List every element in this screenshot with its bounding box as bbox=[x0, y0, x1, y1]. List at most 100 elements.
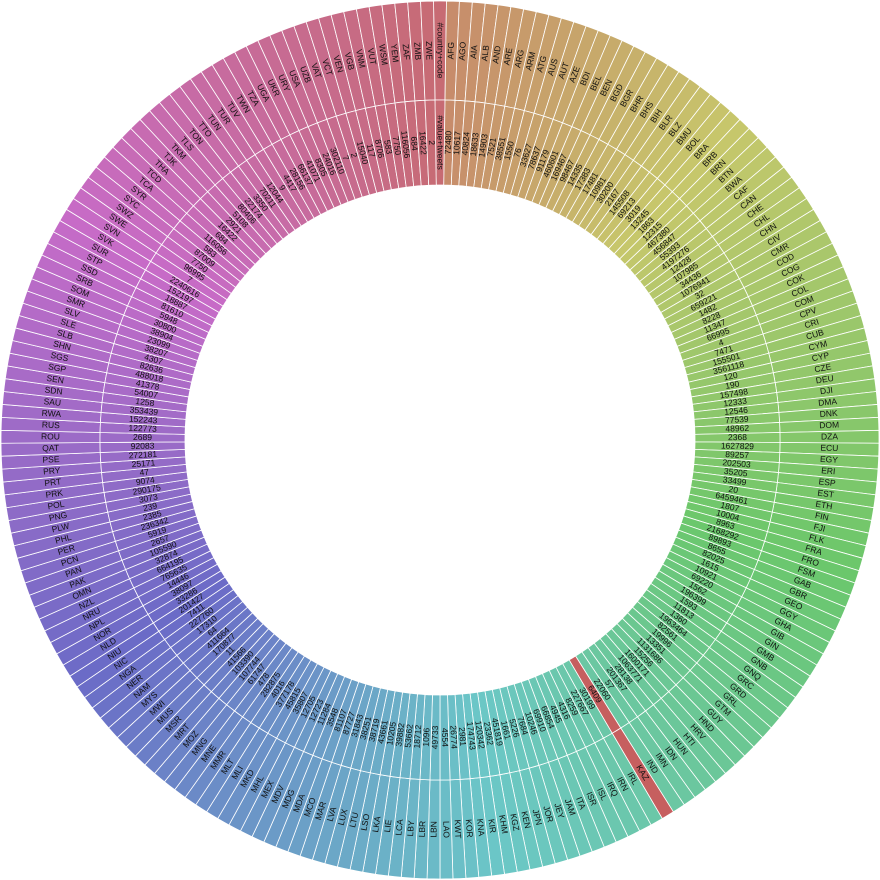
category-label: DJI bbox=[819, 385, 833, 397]
category-label: AGO bbox=[457, 41, 468, 61]
value-label: 20 bbox=[728, 484, 739, 495]
header-inner-label: #value+tweets bbox=[436, 115, 446, 170]
category-label: AUS bbox=[545, 57, 560, 77]
category-label: KWT bbox=[453, 819, 464, 838]
category-label: ALB bbox=[479, 44, 491, 61]
category-label: LUX bbox=[336, 808, 350, 827]
value-label: 190 bbox=[724, 378, 740, 390]
value-label: 35205 bbox=[723, 466, 748, 479]
category-label: KIR bbox=[486, 818, 498, 833]
category-label: ESP bbox=[818, 476, 836, 488]
value-label: 48962 bbox=[725, 423, 749, 434]
value-label: 7 bbox=[185, 274, 195, 285]
category-label: DZA bbox=[821, 431, 838, 441]
value-label: 120342 bbox=[473, 720, 487, 750]
category-label: DOM bbox=[819, 420, 839, 431]
value-label: 1661 bbox=[499, 720, 513, 741]
category-label: FLK bbox=[808, 532, 826, 546]
category-label: AIA bbox=[468, 44, 479, 59]
value-label: 12546 bbox=[724, 405, 749, 417]
category-label: POL bbox=[47, 499, 66, 512]
category-label: ROU bbox=[41, 431, 60, 441]
value-label: 18712 bbox=[411, 724, 423, 749]
value-label: 2689 bbox=[133, 432, 152, 442]
category-label: SGP bbox=[47, 361, 67, 374]
value-label: 26774 bbox=[448, 725, 459, 749]
value-label: 2368 bbox=[728, 432, 747, 442]
category-label: KGZ bbox=[508, 813, 521, 832]
value-label: 157498 bbox=[719, 386, 749, 400]
category-label: ZMB bbox=[412, 42, 423, 61]
category-label: DEU bbox=[815, 373, 834, 386]
category-label: LVA bbox=[325, 805, 339, 822]
category-label: KNA bbox=[475, 818, 487, 837]
category-label: VNM bbox=[354, 48, 368, 69]
value-label: 23362 bbox=[482, 721, 496, 746]
category-label: DNK bbox=[819, 408, 838, 419]
category-label: FJI bbox=[813, 521, 827, 533]
value-label: 77539 bbox=[725, 414, 750, 426]
category-label: YEM bbox=[389, 43, 401, 62]
value-segment bbox=[424, 99, 437, 186]
value-label: 1627829 bbox=[721, 440, 755, 451]
value-label: 2 bbox=[427, 140, 437, 145]
category-label: ATG bbox=[534, 55, 548, 74]
category-label: LTU bbox=[347, 811, 360, 828]
value-label: 76 bbox=[511, 147, 523, 159]
category-label: LKA bbox=[370, 815, 383, 833]
category-label: PNG bbox=[48, 510, 68, 523]
category-label: LBN bbox=[428, 821, 438, 838]
category-label: ITA bbox=[574, 795, 588, 811]
category-label: ERI bbox=[821, 465, 836, 476]
category-label: FIN bbox=[814, 510, 829, 523]
category-label: ZAF bbox=[401, 44, 412, 61]
category-label: JEY bbox=[552, 802, 566, 820]
category-label: PHL bbox=[54, 532, 73, 546]
category-label: LBR bbox=[417, 821, 428, 838]
category-label: KHM bbox=[497, 814, 510, 834]
category-label: LBY bbox=[405, 820, 416, 837]
value-label: 32 bbox=[693, 288, 706, 301]
value-label: 72480 bbox=[443, 130, 454, 154]
category-label: PLW bbox=[51, 521, 71, 535]
value-label: 47 bbox=[139, 467, 150, 478]
value-label: 202503 bbox=[722, 457, 751, 469]
value-label: 2981 bbox=[457, 727, 468, 747]
category-label: EST bbox=[817, 488, 835, 500]
category-label: KEN bbox=[519, 810, 533, 829]
category-label: CZE bbox=[813, 361, 832, 374]
category-label: RUS bbox=[42, 420, 61, 431]
header-outer-label: #country+code bbox=[436, 22, 446, 78]
category-label: ISL bbox=[595, 786, 610, 802]
category-label: DMA bbox=[818, 396, 838, 408]
value-label: 4 bbox=[717, 337, 725, 348]
value-label: 4554 bbox=[440, 728, 450, 747]
value-label: 120 bbox=[723, 370, 739, 383]
category-label: ARG bbox=[512, 49, 526, 69]
value-label: 12333 bbox=[723, 396, 748, 409]
category-label: ETH bbox=[815, 499, 833, 512]
value-label: 92083 bbox=[131, 441, 155, 452]
value-label: 1807 bbox=[720, 500, 741, 514]
category-label: VGB bbox=[343, 51, 357, 71]
category-label: AFG bbox=[445, 42, 456, 60]
value-label: 122773 bbox=[128, 423, 157, 434]
category-label: KOR bbox=[464, 819, 475, 838]
category-label: SDN bbox=[44, 384, 63, 396]
value-label: 40824 bbox=[460, 131, 472, 156]
value-label: 16422 bbox=[418, 131, 429, 155]
value-label: 1096 bbox=[421, 727, 432, 747]
category-label: QAT bbox=[42, 443, 59, 453]
category-label: LSO bbox=[359, 813, 372, 832]
value-label: 174743 bbox=[465, 721, 478, 751]
category-label: PRT bbox=[44, 476, 62, 488]
category-label: PRY bbox=[43, 465, 61, 476]
category-label: ARE bbox=[501, 47, 514, 66]
category-label: SGS bbox=[50, 350, 70, 364]
category-label: ECU bbox=[820, 443, 838, 453]
value-label: 25171 bbox=[131, 457, 156, 469]
category-label: PRK bbox=[45, 487, 64, 499]
value-label: 7521 bbox=[485, 137, 498, 158]
value-label: 7 bbox=[340, 154, 351, 162]
category-label: CYP bbox=[811, 350, 831, 364]
